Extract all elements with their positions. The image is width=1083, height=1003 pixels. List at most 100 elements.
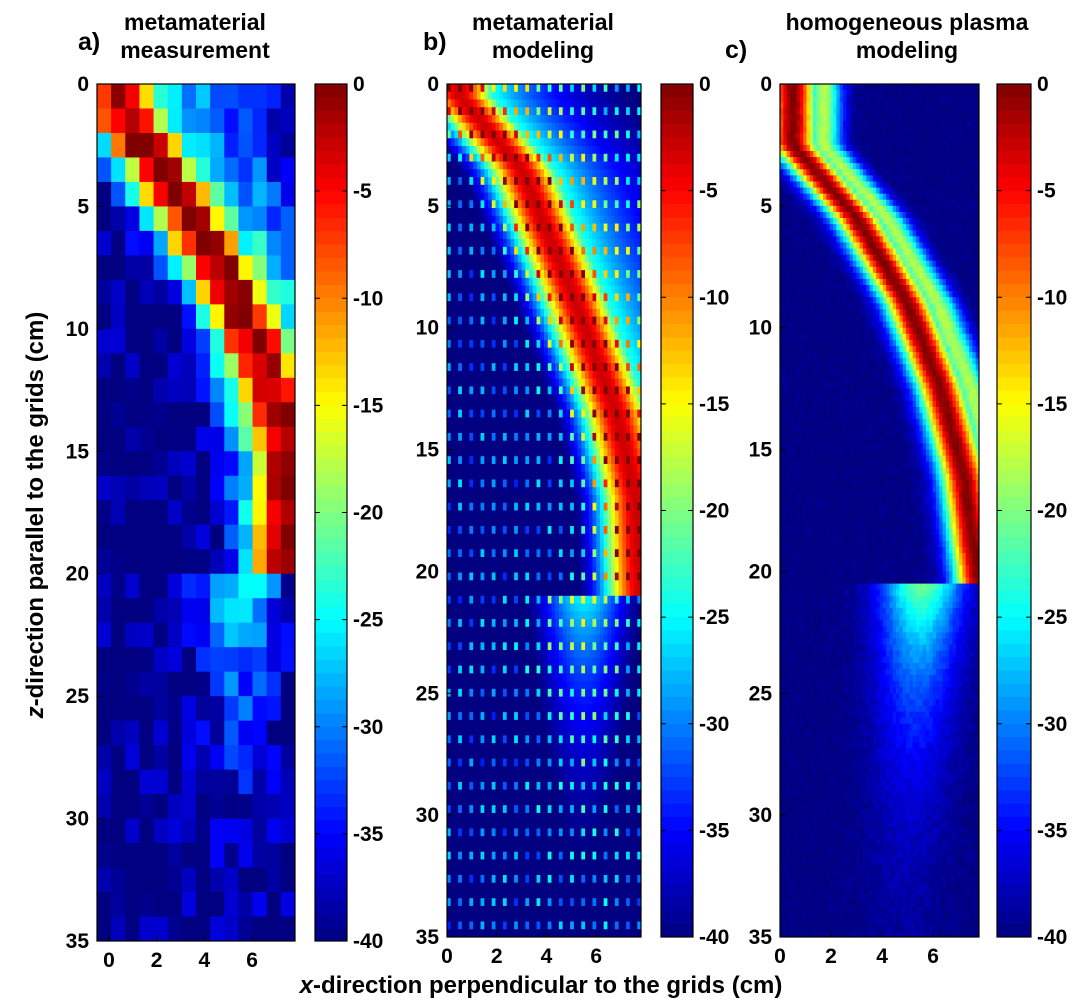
heatmap-cell — [484, 518, 489, 527]
heatmap-cell — [450, 215, 455, 224]
heatmap-cell — [111, 181, 126, 207]
heatmap-cell — [637, 580, 642, 589]
heatmap-cell — [491, 239, 496, 248]
heatmap-cell — [547, 200, 552, 209]
heatmap-cell — [517, 463, 523, 473]
heatmap-cell — [540, 316, 545, 325]
heatmap-cell — [592, 378, 597, 387]
heatmap-cell — [476, 432, 481, 442]
heatmap-cell — [570, 355, 575, 364]
heatmap-cell — [558, 564, 564, 573]
heatmap-cell — [618, 432, 623, 442]
heatmap-cell — [469, 254, 474, 263]
heatmap-cell — [637, 239, 642, 248]
heatmap-cell — [629, 161, 634, 170]
heatmap-cell — [521, 200, 526, 209]
heatmap-cell — [502, 254, 508, 263]
heatmap-cell — [536, 603, 541, 612]
heatmap-cell — [536, 657, 541, 666]
heatmap-cell — [484, 588, 489, 597]
heatmap-cell — [476, 611, 481, 620]
heatmap-cell — [224, 573, 239, 599]
heatmap-cell — [588, 463, 593, 473]
heatmap-cell — [592, 192, 597, 201]
heatmap-cell — [637, 588, 642, 597]
heatmap-cell — [618, 84, 623, 93]
heatmap-cell — [596, 533, 601, 542]
heatmap-cell — [499, 588, 504, 597]
heatmap-cell — [167, 475, 183, 501]
heatmap-cell — [581, 595, 586, 604]
heatmap-cell — [633, 526, 638, 535]
heatmap-cell — [633, 425, 638, 434]
heatmap-cell — [525, 440, 530, 449]
heatmap-cell — [495, 161, 500, 170]
heatmap-cell — [596, 223, 601, 232]
heatmap-cell — [521, 115, 526, 124]
heatmap-cell — [626, 665, 631, 674]
heatmap-cell — [514, 526, 519, 535]
heatmap-cell — [547, 239, 552, 248]
heatmap-cell — [506, 549, 511, 558]
heatmap-cell — [458, 153, 463, 162]
heatmap-cell — [224, 255, 239, 281]
heatmap-cell — [592, 223, 597, 232]
heatmap-cell — [622, 409, 627, 418]
heatmap-cell — [562, 533, 567, 542]
heatmap-cell — [603, 231, 608, 240]
heatmap-cell — [581, 719, 586, 729]
heatmap-cell — [577, 254, 582, 263]
heatmap-cell — [585, 146, 590, 155]
heatmap-cell — [465, 363, 470, 372]
heatmap-cell — [566, 386, 571, 395]
heatmap-cell — [488, 239, 493, 248]
heatmap-cell — [577, 665, 582, 674]
heatmap-cell — [599, 619, 605, 628]
heatmap-cell — [599, 386, 605, 395]
heatmap-cell — [476, 401, 481, 411]
heatmap-cell — [532, 704, 537, 713]
heatmap-cell — [544, 91, 549, 100]
heatmap-cell — [125, 892, 140, 917]
heatmap-cell — [514, 262, 519, 271]
heatmap-cell — [484, 138, 489, 147]
heatmap-cell — [488, 595, 493, 604]
heatmap-cell — [622, 308, 627, 318]
heatmap-cell — [551, 262, 556, 271]
heatmap-cell — [517, 494, 523, 504]
heatmap-cell — [517, 332, 523, 341]
heatmap-cell — [454, 603, 459, 612]
heatmap-cell — [532, 440, 537, 449]
heatmap-cell — [596, 146, 601, 155]
heatmap-cell — [495, 580, 500, 589]
heatmap-cell — [558, 223, 564, 232]
heatmap-cell — [588, 502, 593, 511]
heatmap-cell — [532, 285, 537, 294]
heatmap-cell — [585, 161, 590, 170]
heatmap-cell — [629, 332, 634, 341]
heatmap-cell — [555, 332, 560, 341]
heatmap-cell — [469, 277, 474, 287]
heatmap-cell — [525, 564, 530, 573]
heatmap-cell — [461, 84, 467, 93]
heatmap-cell — [592, 91, 597, 100]
heatmap-cell — [532, 324, 537, 333]
heatmap-cell — [525, 254, 530, 263]
heatmap-cell — [469, 316, 474, 325]
heatmap-cell — [510, 533, 515, 542]
heatmap-cell — [570, 184, 575, 193]
heatmap-cell — [637, 440, 642, 449]
heatmap-cell — [637, 564, 642, 573]
heatmap-cell — [585, 611, 590, 620]
heatmap-cell — [585, 463, 590, 473]
heatmap-cell — [473, 277, 478, 287]
heatmap-cell — [491, 215, 496, 224]
heatmap-cell — [622, 394, 627, 403]
heatmap-cell — [592, 456, 597, 465]
heatmap-cell — [544, 580, 549, 589]
heatmap-cell — [618, 215, 623, 224]
heatmap-cell — [581, 301, 586, 310]
colorbar-swatch — [315, 97, 347, 112]
heatmap-cell — [480, 161, 485, 170]
heatmap-cell — [510, 239, 515, 248]
